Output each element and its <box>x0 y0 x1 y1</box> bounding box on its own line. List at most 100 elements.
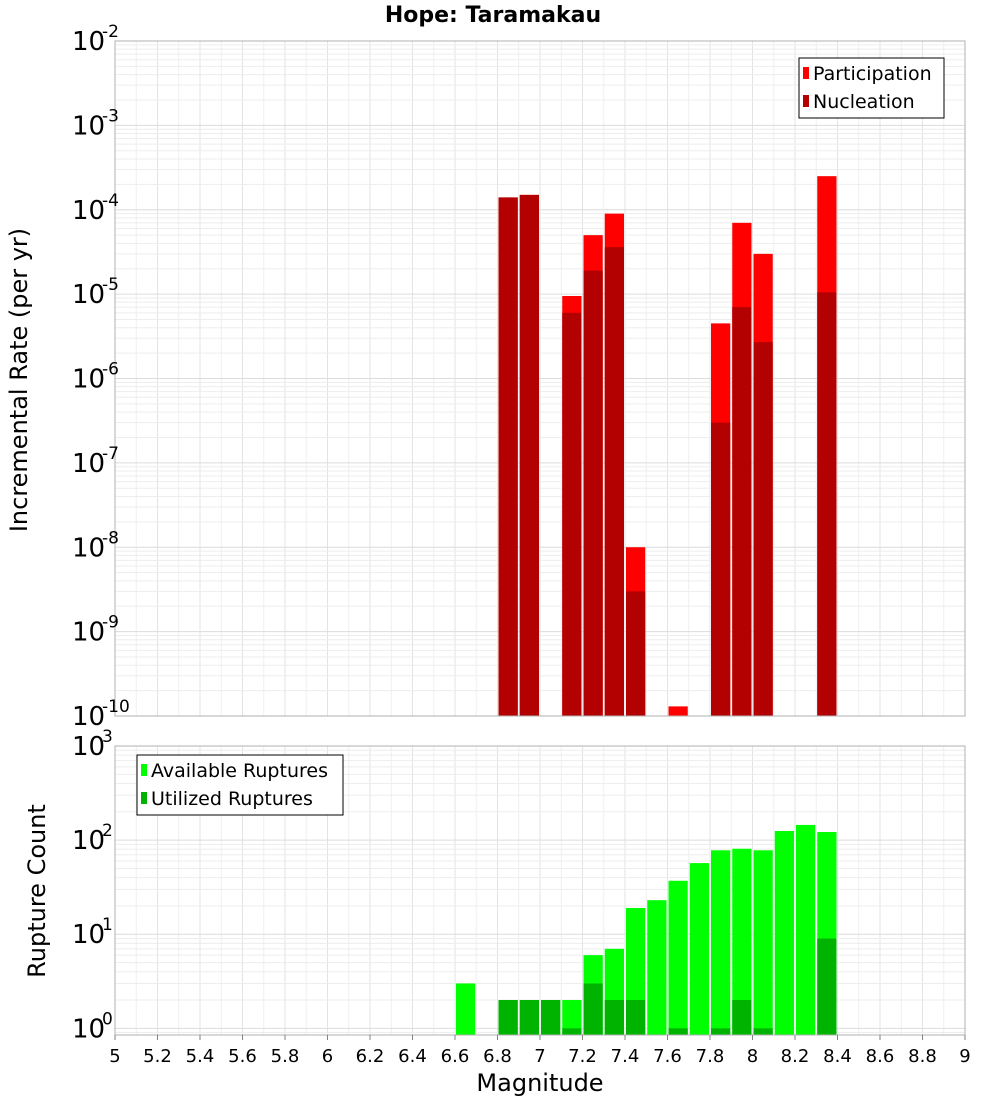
legend-box <box>798 57 945 119</box>
x-tick-label: 8.8 <box>908 1046 937 1067</box>
x-tick-label: 9 <box>959 1046 970 1067</box>
y-tick-label: 10 <box>72 365 105 395</box>
bar-nucleation <box>583 270 603 716</box>
legend-swatch <box>803 95 809 107</box>
y-tick-exponent: 0 <box>102 1009 113 1029</box>
y-tick-exponent: -4 <box>102 191 119 211</box>
bar-utilized-ruptures <box>498 1000 518 1035</box>
x-tick-label: 5 <box>109 1046 120 1067</box>
y-tick-label: 10 <box>72 732 105 762</box>
x-tick-label: 6.8 <box>483 1046 512 1067</box>
legend-label: Participation <box>813 63 932 85</box>
x-tick-label: 7.8 <box>696 1046 725 1067</box>
y-tick-exponent: 1 <box>102 915 113 935</box>
y-tick-exponent: -10 <box>102 697 130 717</box>
bar-nucleation <box>562 312 582 716</box>
series-utilized-ruptures <box>498 938 837 1035</box>
y-tick-exponent: 3 <box>102 727 113 747</box>
bar-nucleation <box>498 197 518 717</box>
bar-available-ruptures <box>796 824 816 1035</box>
y-tick-label: 10 <box>72 449 105 479</box>
y-tick-label: 10 <box>72 1014 105 1044</box>
count-legend: Available Ruptures Utilized Ruptures <box>136 754 344 816</box>
y-tick-label: 10 <box>72 27 105 57</box>
x-tick-label: 6.2 <box>356 1046 385 1067</box>
bar-available-ruptures <box>647 900 667 1035</box>
legend-box <box>136 754 344 816</box>
x-tick-label: 6.4 <box>398 1046 427 1067</box>
x-tick-label: 8.4 <box>823 1046 852 1067</box>
bar-participation <box>668 706 688 716</box>
legend-label: Available Ruptures <box>151 760 328 782</box>
bar-available-ruptures <box>753 850 773 1035</box>
rate-bars <box>498 176 837 717</box>
bar-utilized-ruptures <box>583 983 603 1035</box>
bar-available-ruptures <box>732 848 752 1035</box>
y-tick-exponent: -7 <box>102 444 119 464</box>
legend-swatch <box>141 764 147 776</box>
bar-available-ruptures <box>562 1000 582 1035</box>
y-tick-label: 10 <box>72 533 105 563</box>
bar-utilized-ruptures <box>562 1028 582 1035</box>
y-tick-exponent: -3 <box>102 106 119 126</box>
bar-utilized-ruptures <box>604 1000 624 1035</box>
x-tick-label: 5.4 <box>186 1046 215 1067</box>
y-tick-label: 10 <box>72 702 105 732</box>
x-tick-label: 5.2 <box>143 1046 172 1067</box>
bar-utilized-ruptures <box>626 1000 646 1035</box>
x-tick-label: 7.4 <box>611 1046 640 1067</box>
bar-utilized-ruptures <box>732 1000 752 1035</box>
count-bars <box>456 824 837 1035</box>
rate-grid <box>114 40 966 717</box>
legend-label: Utilized Ruptures <box>151 788 313 810</box>
bar-nucleation <box>732 307 752 716</box>
x-tick-label: 6 <box>322 1046 333 1067</box>
bar-nucleation <box>626 591 646 716</box>
rate-y-axis-label: Incremental Rate (per yr) <box>5 228 33 532</box>
x-tick-label: 6.6 <box>441 1046 470 1067</box>
y-tick-exponent: -5 <box>102 275 119 295</box>
x-tick-label: 8.2 <box>781 1046 810 1067</box>
bar-nucleation <box>519 194 539 716</box>
y-tick-label: 10 <box>72 826 105 856</box>
bar-available-ruptures <box>668 880 688 1035</box>
y-tick-exponent: 2 <box>102 821 113 841</box>
bar-utilized-ruptures <box>668 1028 688 1035</box>
bar-available-ruptures <box>711 850 731 1035</box>
bar-utilized-ruptures <box>711 1028 731 1035</box>
y-tick-label: 10 <box>72 196 105 226</box>
bar-utilized-ruptures <box>753 1028 773 1035</box>
y-tick-exponent: -2 <box>102 22 119 42</box>
x-tick-label: 7 <box>534 1046 545 1067</box>
bar-available-ruptures <box>774 830 794 1035</box>
bar-available-ruptures <box>689 863 709 1035</box>
bar-nucleation <box>604 247 624 716</box>
rate-panel: 10-1010-910-810-710-610-510-410-310-2Par… <box>72 22 966 732</box>
x-tick-label: 8.6 <box>866 1046 895 1067</box>
rate-legend: Participation Nucleation <box>798 57 945 119</box>
x-tick-label: 7.6 <box>653 1046 682 1067</box>
series-nucleation <box>498 194 837 717</box>
bar-utilized-ruptures <box>519 1000 539 1035</box>
bar-nucleation <box>711 422 731 716</box>
legend-swatch <box>141 792 147 804</box>
x-tick-label: 5.6 <box>228 1046 257 1067</box>
y-tick-exponent: -8 <box>102 528 119 548</box>
x-tick-label: 5.8 <box>271 1046 300 1067</box>
bar-available-ruptures <box>456 983 476 1035</box>
x-tick-labels: 5 5.2 5.4 5.6 5.8 6 6.2 6.4 6.6 6.8 7 7.2 7.4 7.6 7.8 8… <box>109 1035 971 1067</box>
bar-nucleation <box>753 342 773 716</box>
bar-utilized-ruptures <box>541 1000 561 1035</box>
x-tick-label: 7.2 <box>568 1046 597 1067</box>
y-tick-label: 10 <box>72 111 105 141</box>
bar-nucleation <box>817 292 837 716</box>
y-tick-exponent: -9 <box>102 613 119 633</box>
chart-title: Hope: Taramakau <box>385 3 601 28</box>
y-tick-label: 10 <box>72 920 105 950</box>
rate-plot-frame <box>114 40 966 717</box>
y-tick-label: 10 <box>72 618 105 648</box>
count-y-axis-label: Rupture Count <box>23 804 51 978</box>
bar-utilized-ruptures <box>817 938 837 1035</box>
